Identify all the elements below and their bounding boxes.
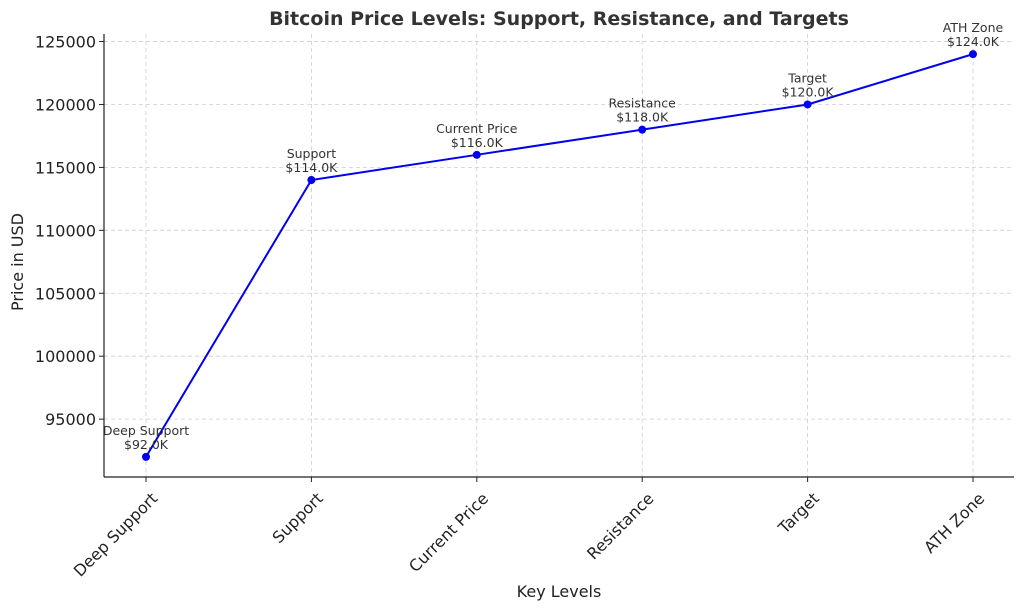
data-point	[969, 50, 977, 59]
data-label-name: Target	[787, 70, 827, 85]
data-label: Deep Support $92.0K	[103, 423, 189, 452]
y-axis-ticks: 95000 100000 105000 110000 115000 120000 12500…	[35, 33, 104, 429]
annotations-layer: Deep Support $92.0K Support $114.0K Current …	[103, 20, 1004, 452]
data-label-name: ATH Zone	[943, 20, 1004, 35]
x-tick-label: Current Price	[405, 489, 492, 576]
y-tick-label: 95000	[45, 410, 96, 429]
data-label: Target $120.0K	[782, 70, 835, 99]
data-label: Current Price $116.0K	[436, 121, 518, 150]
y-tick-label: 125000	[35, 33, 96, 52]
x-tick-label: Deep Support	[70, 489, 162, 581]
data-label-value: $114.0K	[285, 160, 338, 175]
data-label: ATH Zone $124.0K	[943, 20, 1004, 49]
data-point	[803, 100, 812, 109]
x-tick-label: Support	[269, 489, 327, 547]
y-tick-label: 110000	[35, 221, 96, 240]
y-tick-label: 105000	[35, 284, 96, 303]
x-axis-label: Key Levels	[517, 582, 602, 601]
chart-title: Bitcoin Price Levels: Support, Resistanc…	[269, 8, 849, 30]
data-label-value: $124.0K	[947, 34, 1000, 49]
data-label-value: $92.0K	[124, 437, 169, 452]
series-line	[145, 53, 974, 458]
data-point	[307, 175, 316, 184]
data-label-name: Current Price	[436, 121, 518, 136]
data-label-value: $118.0K	[616, 110, 669, 125]
data-label-name: Support	[287, 146, 337, 161]
data-label-name: Deep Support	[103, 423, 189, 438]
data-label: Support $114.0K	[285, 146, 338, 175]
x-tick-label: Target	[774, 489, 823, 538]
data-label-value: $120.0K	[782, 84, 835, 99]
y-tick-label: 120000	[35, 95, 96, 114]
y-tick-label: 115000	[35, 158, 96, 177]
x-tick-label: ATH Zone	[920, 489, 988, 557]
data-point	[638, 125, 647, 134]
x-tick-label: Resistance	[583, 489, 657, 563]
data-label: Resistance $118.0K	[609, 96, 677, 125]
series-layer	[142, 50, 977, 461]
grid-layer	[104, 34, 1014, 477]
data-label-value: $116.0K	[451, 135, 504, 150]
data-label-name: Resistance	[609, 96, 677, 111]
data-point	[472, 150, 481, 159]
y-axis-label: Price in USD	[8, 213, 27, 311]
axes-spines	[103, 34, 1014, 478]
x-axis-ticks: Deep Support Support Current Price Resistan…	[70, 477, 988, 581]
y-tick-label: 100000	[35, 347, 96, 366]
data-point	[142, 452, 150, 461]
